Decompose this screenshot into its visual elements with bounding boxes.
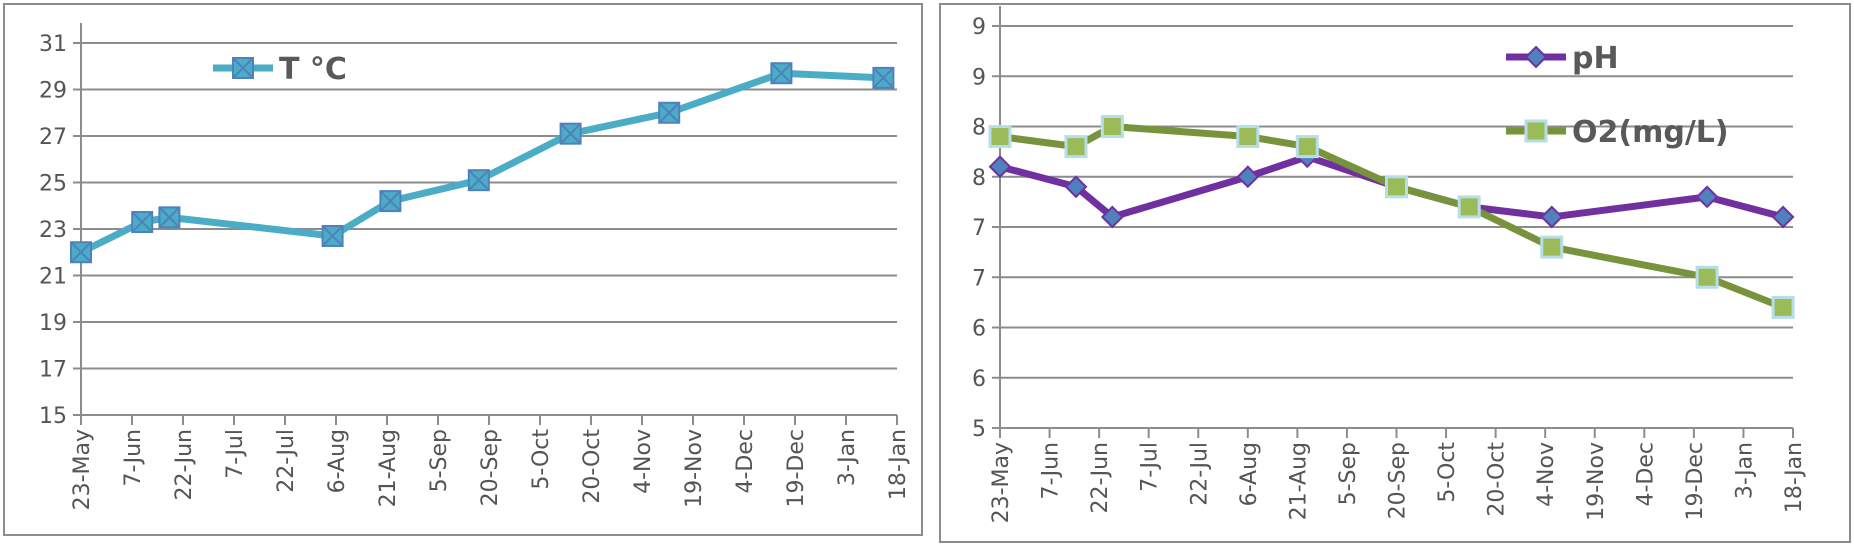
x-tick-label: 4-Dec <box>733 429 758 494</box>
y-tick-label: 9 <box>972 65 986 90</box>
x-tick-label: 18-Jan <box>886 429 911 500</box>
x-tick-label: 18-Jan <box>1782 442 1807 513</box>
x-tick-label: 23-May <box>70 429 95 510</box>
x-tick-label: 5-Oct <box>529 429 554 490</box>
data-point <box>158 206 181 229</box>
data-point <box>988 155 1012 179</box>
data-point <box>1236 165 1260 189</box>
x-tick-label: 20-Oct <box>580 429 605 504</box>
y-tick-label: 6 <box>972 317 986 342</box>
data-point <box>1236 125 1260 149</box>
y-tick-label: 15 <box>39 404 67 429</box>
data-point <box>770 62 793 85</box>
x-tick-label: 7-Jul <box>223 429 248 479</box>
data-point <box>131 211 154 234</box>
legend-label: O2(mg/L) <box>1572 115 1729 150</box>
data-point <box>1771 205 1795 229</box>
ph-oxygen-chart: 5 6 6 7 7 8 8 9 9 23-May 7-Jun 22-Jun 7-Jul 22-Jul 6-A… <box>972 6 1807 523</box>
y-tick-label: 19 <box>39 311 67 336</box>
x-tick-label: 22-Jul <box>274 429 299 493</box>
y-tick-label: 7 <box>972 216 986 241</box>
data-point <box>1385 175 1408 199</box>
x-tick-label: 3-Jan <box>1732 442 1757 499</box>
data-point <box>988 125 1012 149</box>
series-line <box>79 69 884 256</box>
data-point <box>872 66 895 89</box>
y-tick-label: 9 <box>972 15 986 40</box>
data-point <box>1695 265 1719 289</box>
data-point <box>1100 205 1124 229</box>
x-tick-label: 22-Jun <box>1088 442 1113 514</box>
x-tick-label: 20-Sep <box>478 429 503 506</box>
x-tick-label: 19-Nov <box>682 429 707 508</box>
x-tick-label: 5-Oct <box>1435 442 1460 503</box>
y-tick-label: 5 <box>972 417 986 442</box>
x-tick-label: 21-Aug <box>376 429 401 507</box>
y-tick-label: 8 <box>972 166 986 191</box>
x-tick-label: 4-Nov <box>1534 442 1559 507</box>
data-point <box>1524 45 1548 69</box>
data-point <box>70 241 92 264</box>
temperature-chart: 15 17 19 21 23 25 27 29 31 23-May 7-Jun 22-Jun 7-Jul… <box>39 23 911 510</box>
y-tick-label: 23 <box>39 218 67 243</box>
data-point <box>232 57 254 79</box>
x-tick-label: 5-Sep <box>1336 442 1361 505</box>
x-tick-label: 19-Dec <box>784 429 809 508</box>
x-tick-label: 7-Jun <box>1039 442 1064 500</box>
x-tick-label: 7-Jul <box>1138 442 1163 492</box>
data-point <box>1540 205 1564 229</box>
legend-label: T °C <box>279 52 347 87</box>
y-tick-label: 6 <box>972 367 986 392</box>
y-tick-label: 27 <box>39 125 67 150</box>
y-tick-label: 21 <box>39 265 67 290</box>
x-tick-label: 20-Oct <box>1485 442 1510 517</box>
y-tick-label: 7 <box>972 266 986 291</box>
data-point <box>1540 235 1564 259</box>
y-tick-label: 8 <box>972 116 986 141</box>
x-tick-label: 20-Sep <box>1386 442 1411 519</box>
x-tick-label: 22-Jun <box>172 429 197 501</box>
legend-label: pH <box>1572 41 1619 76</box>
data-point <box>1524 119 1548 143</box>
data-point <box>1100 115 1124 138</box>
data-point <box>559 122 582 145</box>
x-tick-label: 22-Jul <box>1187 442 1212 506</box>
x-tick-label: 3-Jan <box>835 429 860 486</box>
series-line <box>999 123 1785 311</box>
data-point <box>658 101 681 124</box>
ph-oxygen-chart-panel: 5 6 6 7 7 8 8 9 9 23-May 7-Jun 22-Jun 7-Jul 22-Jul 6-A… <box>939 3 1851 543</box>
data-point <box>1064 175 1088 199</box>
data-point <box>1295 135 1319 159</box>
x-tick-label: 21-Aug <box>1286 442 1311 520</box>
x-tick-label: 7-Jun <box>121 429 146 487</box>
x-tick-label: 19-Dec <box>1683 442 1708 521</box>
y-tick-label: 29 <box>39 79 67 104</box>
x-tick-label: 19-Nov <box>1584 442 1609 521</box>
data-point <box>467 169 490 192</box>
x-tick-label: 5-Sep <box>427 429 452 492</box>
y-tick-label: 25 <box>39 172 67 197</box>
data-point <box>379 190 402 213</box>
data-point <box>1771 295 1795 319</box>
x-tick-label: 4-Nov <box>631 429 656 494</box>
y-tick-label: 31 <box>39 32 67 57</box>
data-point <box>1064 135 1088 159</box>
temperature-chart-panel: 15 17 19 21 23 25 27 29 31 23-May 7-Jun 22-Jun 7-Jul… <box>3 3 923 536</box>
data-point <box>321 224 344 247</box>
x-tick-label: 6-Aug <box>1237 442 1262 506</box>
data-point <box>1457 195 1481 219</box>
x-tick-label: 6-Aug <box>325 429 350 493</box>
y-tick-label: 17 <box>39 358 67 383</box>
data-point <box>1695 185 1719 209</box>
x-tick-label: 4-Dec <box>1633 442 1658 507</box>
series-line <box>999 153 1784 221</box>
x-tick-label: 23-May <box>989 442 1014 523</box>
